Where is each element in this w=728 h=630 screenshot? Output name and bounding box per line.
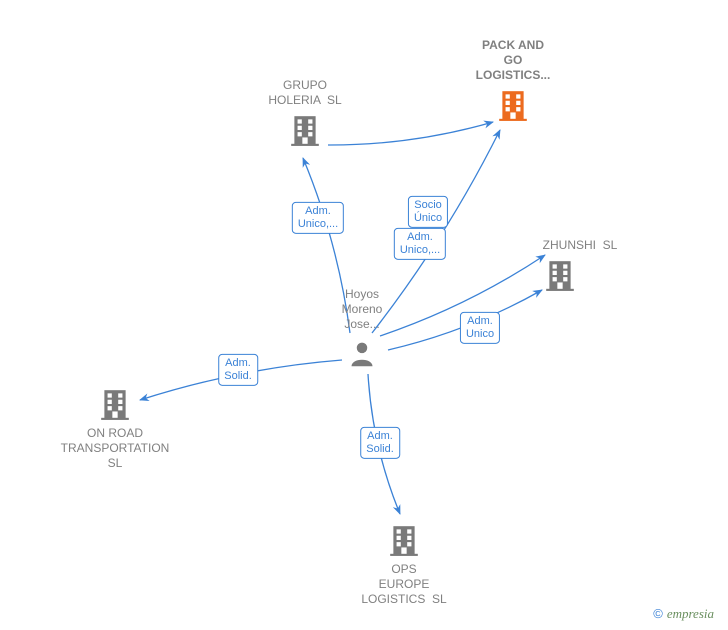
building-icon-grupo_holeria[interactable] <box>288 113 322 147</box>
building-icon-ops_europe[interactable] <box>387 523 421 557</box>
edge-label-e3: Adm. Unico,... <box>394 228 446 260</box>
node-label-ops_europe: OPS EUROPE LOGISTICS SL <box>361 562 446 607</box>
edge-e2a <box>328 122 493 145</box>
building-icon-zhunshi[interactable] <box>543 258 577 292</box>
edge-label-e1: Adm. Unico,... <box>292 202 344 234</box>
node-label-pack_and_go: PACK AND GO LOGISTICS... <box>476 38 551 83</box>
footer-brand: © empresia <box>653 606 714 622</box>
person-icon-center_person[interactable] <box>348 339 376 369</box>
building-icon-on_road[interactable] <box>98 387 132 421</box>
edge-label-e2b: Socio Único <box>408 196 448 228</box>
edge-label-e5: Adm. Solid. <box>360 427 400 459</box>
node-label-on_road: ON ROAD TRANSPORTATION SL <box>61 426 170 471</box>
building-icon-pack_and_go[interactable] <box>496 88 530 122</box>
edge-label-e6: Adm. Solid. <box>218 354 258 386</box>
node-label-grupo_holeria: GRUPO HOLERIA SL <box>268 78 341 108</box>
edge-label-e4: Adm. Unico <box>460 312 500 344</box>
node-label-center_person: Hoyos Moreno Jose... <box>342 287 383 332</box>
brand-name: empresia <box>667 606 714 621</box>
node-label-zhunshi: ZHUNSHI SL <box>543 238 618 253</box>
copyright-symbol: © <box>653 606 663 621</box>
